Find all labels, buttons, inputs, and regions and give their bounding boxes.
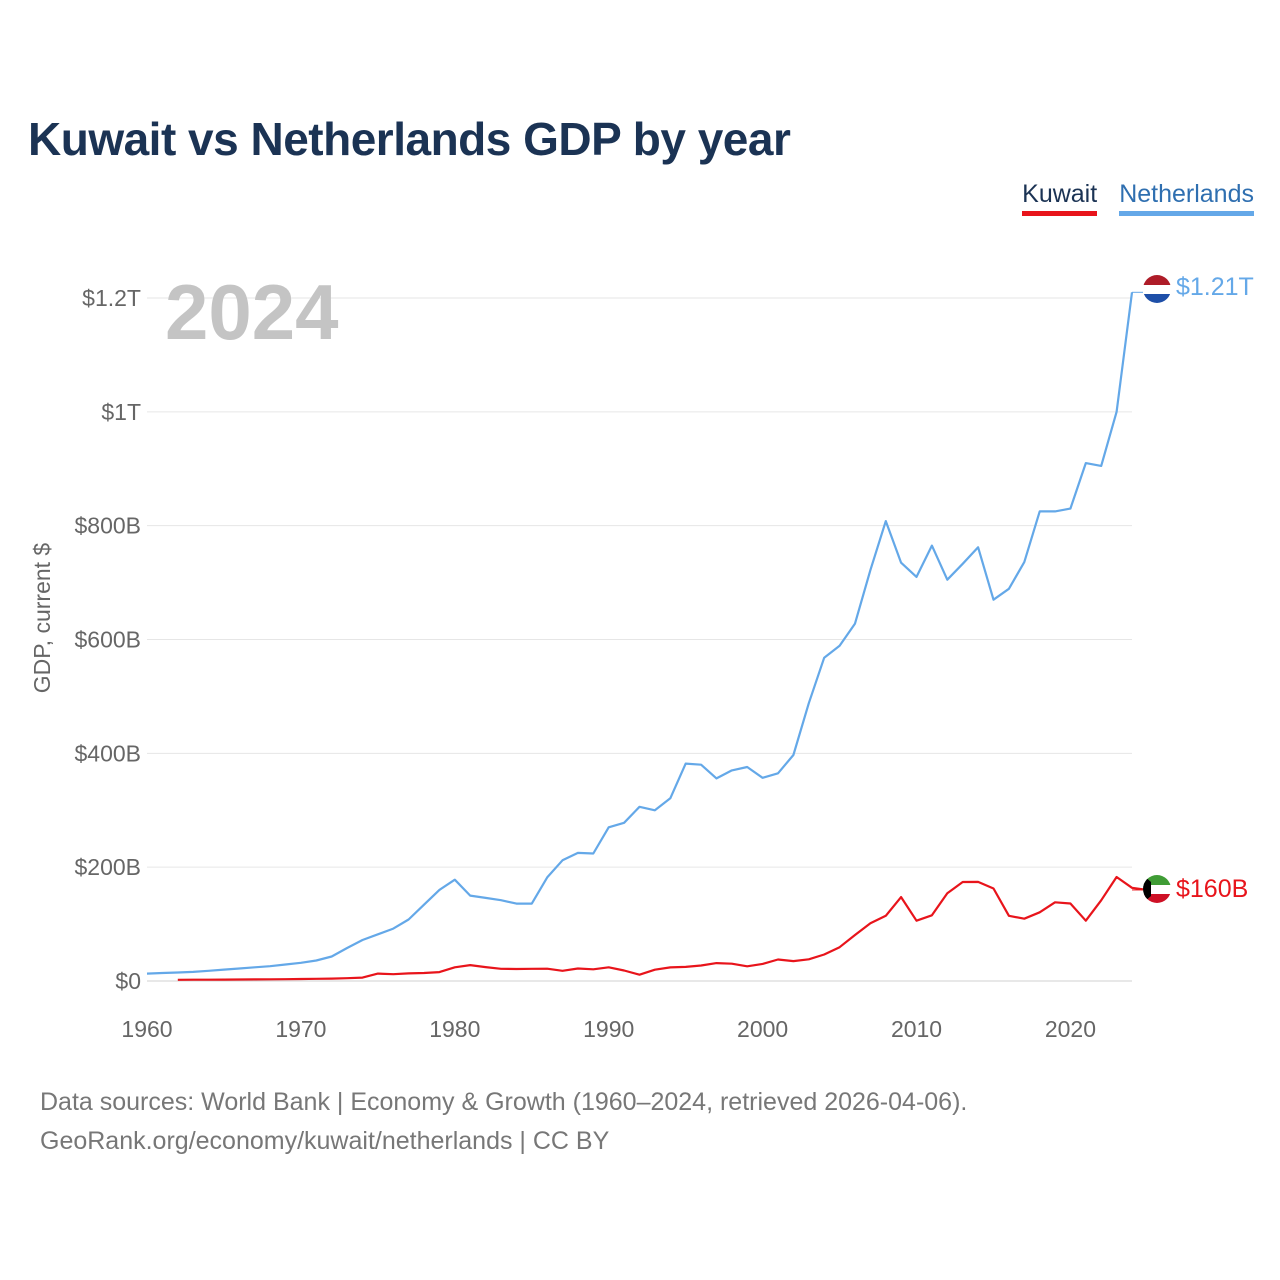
y-tick-label: $0 bbox=[115, 968, 141, 994]
x-tick-label: 1980 bbox=[429, 1016, 480, 1042]
netherlands-flag-icon bbox=[1143, 275, 1171, 303]
kuwait-end-label: $160B bbox=[1176, 875, 1248, 903]
footer: Data sources: World Bank | Economy & Gro… bbox=[40, 1083, 967, 1161]
netherlands-end-label: $1.21T bbox=[1176, 273, 1254, 301]
x-tick-label: 2000 bbox=[737, 1016, 788, 1042]
chart-title: Kuwait vs Netherlands GDP by year bbox=[28, 113, 791, 165]
y-tick-label: $400B bbox=[74, 740, 141, 766]
series-line-kuwait[interactable] bbox=[177, 875, 1148, 981]
x-tick-label: 2010 bbox=[891, 1016, 942, 1042]
y-axis-label: GDP, current $ bbox=[29, 543, 55, 694]
year-label: 2024 bbox=[165, 268, 339, 356]
y-tick-label: $1.2T bbox=[82, 285, 141, 311]
x-tick-label: 2020 bbox=[1045, 1016, 1096, 1042]
legend: Kuwait Netherlands bbox=[1022, 180, 1254, 216]
y-tick-label: $600B bbox=[74, 627, 141, 653]
y-tick-label: $1T bbox=[101, 399, 141, 425]
series-line-netherlands[interactable] bbox=[146, 292, 1134, 975]
kuwait-flag-icon bbox=[1143, 875, 1171, 903]
x-tick-label: 1990 bbox=[583, 1016, 634, 1042]
legend-kuwait[interactable]: Kuwait bbox=[1022, 180, 1098, 216]
y-tick-label: $200B bbox=[74, 854, 141, 880]
x-tick-label: 1960 bbox=[121, 1016, 172, 1042]
legend-netherlands[interactable]: Netherlands bbox=[1119, 180, 1254, 216]
footer-credit[interactable]: GeoRank.org/economy/kuwait/netherlands |… bbox=[40, 1127, 610, 1155]
footer-sources: Data sources: World Bank | Economy & Gro… bbox=[40, 1088, 968, 1116]
y-tick-label: $800B bbox=[74, 513, 141, 539]
x-tick-label: 1970 bbox=[275, 1016, 326, 1042]
